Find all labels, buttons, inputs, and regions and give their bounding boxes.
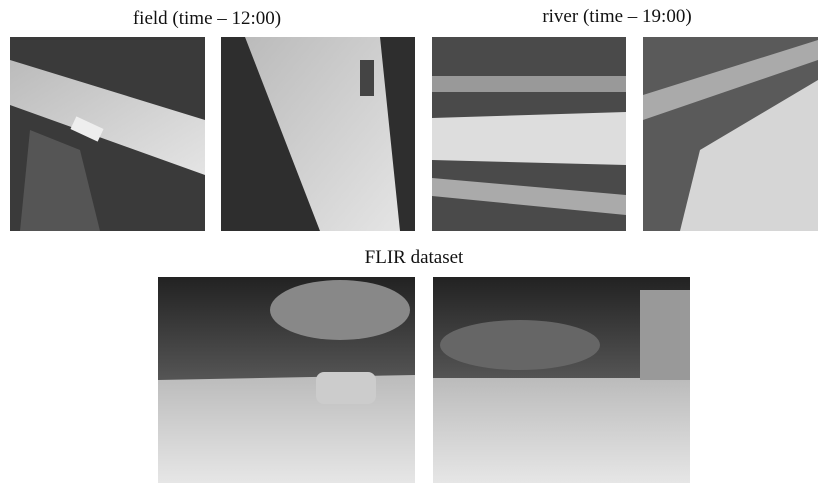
thermal-image <box>433 277 690 483</box>
thermal-image <box>221 37 415 231</box>
group-label: FLIR dataset <box>365 247 464 268</box>
thermal-image <box>158 277 415 483</box>
thermal-image <box>643 37 818 231</box>
thermal-image <box>10 37 205 231</box>
thermal-image <box>432 37 626 231</box>
group-label: field (time – 12:00) <box>133 8 281 29</box>
figure: field (time – 12:00) river (time – 19:00… <box>0 0 827 483</box>
group-label: river (time – 19:00) <box>542 6 691 27</box>
